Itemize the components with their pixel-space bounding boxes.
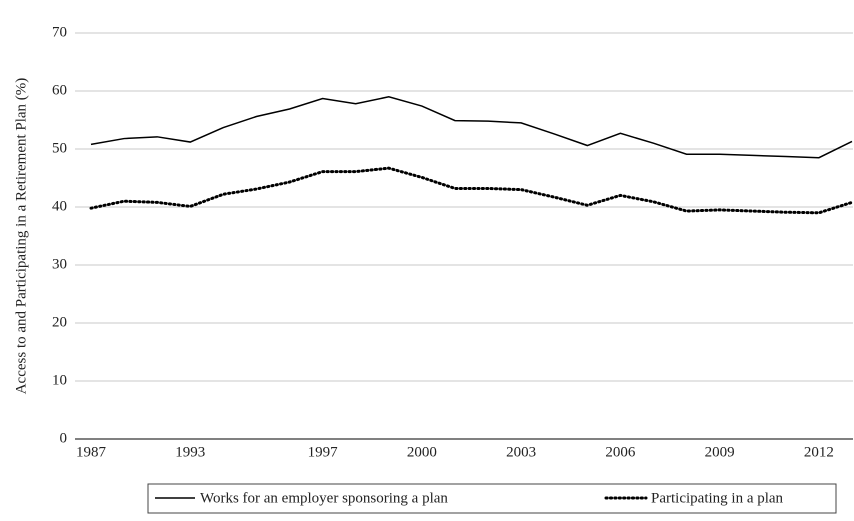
x-tick-label: 1997	[308, 444, 339, 460]
y-tick-label: 70	[52, 24, 67, 40]
y-tick-label: 30	[52, 256, 67, 272]
x-tick-label: 2012	[804, 444, 834, 460]
y-tick-label: 20	[52, 314, 67, 330]
y-tick-label: 40	[52, 198, 67, 214]
x-tick-label: 2009	[705, 444, 735, 460]
x-tick-label: 1987	[76, 444, 107, 460]
legend-box	[147, 483, 837, 514]
legend-label: Works for an employer sponsoring a plan	[200, 490, 448, 506]
series-line	[90, 96, 853, 159]
x-tick-label: 1993	[175, 444, 205, 460]
series-line	[89, 166, 854, 215]
y-tick-label: 50	[52, 140, 67, 156]
legend-label: Participating in a plan	[651, 490, 784, 506]
y-tick-label: 10	[52, 372, 67, 388]
x-tick-label: 2000	[407, 444, 437, 460]
y-axis-title: Access to and Participating in a Retirem…	[13, 78, 29, 395]
x-tick-label: 2006	[605, 444, 636, 460]
y-tick-label: 0	[60, 430, 68, 446]
x-tick-label: 2003	[506, 444, 536, 460]
y-tick-label: 60	[52, 82, 67, 98]
